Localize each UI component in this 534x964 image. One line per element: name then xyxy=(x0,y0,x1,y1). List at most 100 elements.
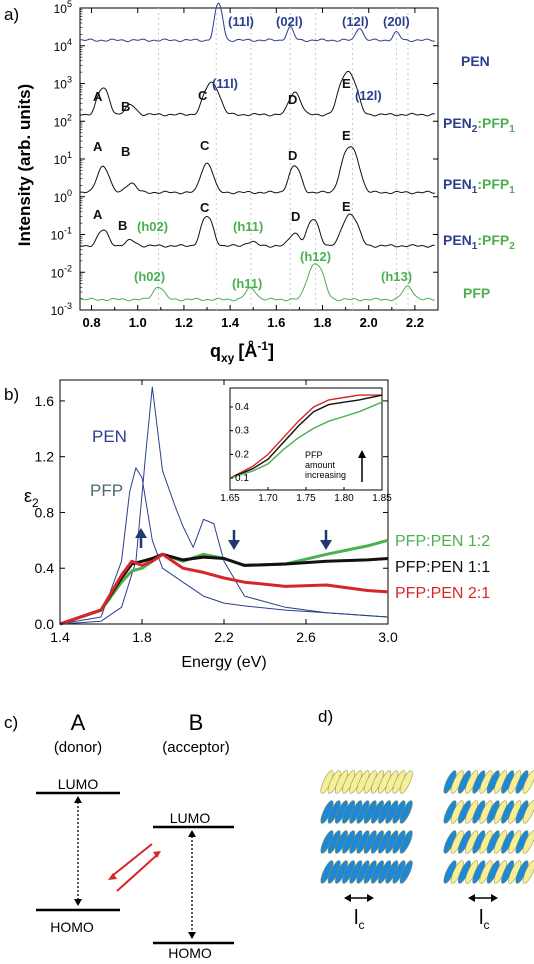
peak-label: (h12) xyxy=(300,249,331,264)
inset-y-tick: 0.4 xyxy=(235,402,249,413)
inset-x-tick: 1.70 xyxy=(258,493,278,504)
acceptor-homo-label: HOMO xyxy=(168,945,212,961)
y-tick-label: 0.8 xyxy=(35,504,55,520)
epsilon-curve xyxy=(59,467,389,625)
peak-label: A xyxy=(93,139,103,154)
peak-label: B xyxy=(121,144,130,159)
molecule xyxy=(522,860,534,884)
pfp-curve-label: PFP xyxy=(90,481,123,500)
inset-up-arrow xyxy=(358,450,366,482)
epsilon-curve xyxy=(59,386,389,625)
y-tick-label: 100 xyxy=(54,188,72,205)
peak-label: (h02) xyxy=(137,219,168,234)
molecule xyxy=(399,770,413,794)
xrd-curve xyxy=(79,263,435,302)
donor-lumo-label: LUMO xyxy=(58,776,99,792)
peak-label: (20l) xyxy=(383,14,410,29)
acceptor-subtitle: (acceptor) xyxy=(162,739,230,756)
acceptor-title: B xyxy=(189,710,204,735)
pen-peak-labels: (11l) (02l) (12l) (20l) xyxy=(228,14,410,29)
panel-b-ticks: 1.4 1.8 2.2 2.6 3.0 0.0 0.4 0.8 1.2 1.6 xyxy=(35,380,398,645)
inset-y-tick: 0.3 xyxy=(235,426,249,437)
panel-b-legend: PFP:PEN 1:2 PFP:PEN 1:1 PFP:PEN 2:1 xyxy=(395,533,490,602)
x-tick-label: 1.8 xyxy=(313,315,331,330)
peak-label: C xyxy=(200,200,210,215)
peak-label: C xyxy=(200,138,210,153)
panel-a-label: a) xyxy=(4,5,19,24)
panel-d-label: d) xyxy=(318,707,333,726)
y-tick-label: 1.2 xyxy=(35,449,55,465)
panel-d: d) lc lc xyxy=(318,707,534,932)
panel-a-xlabel: qxy [Å-1] xyxy=(210,339,274,365)
panel-a-curves xyxy=(79,2,435,302)
stack-left xyxy=(320,770,413,884)
donor-subtitle: (donor) xyxy=(54,739,102,756)
y-tick-label: 10-2 xyxy=(51,263,72,280)
y-tick-label: 0.4 xyxy=(35,560,55,576)
molecule xyxy=(399,800,413,824)
peak-label: (12l) xyxy=(342,14,369,29)
acceptor-lumo-label: LUMO xyxy=(170,810,211,826)
peak-label: (02l) xyxy=(276,14,303,29)
panel-b-curves xyxy=(59,386,389,626)
pen-curve-label: PEN xyxy=(92,427,127,446)
mixp-peak-labels: A B (h02) C (h11) D E xyxy=(93,199,351,234)
molecule xyxy=(522,830,534,854)
panel-b-label: b) xyxy=(4,385,19,404)
xlabel-end: ] xyxy=(268,341,274,361)
molecule xyxy=(522,800,534,824)
peak-label: (11l) xyxy=(212,76,238,91)
stack-right xyxy=(443,770,534,884)
lc-label: lc xyxy=(354,907,364,932)
panel-a-gridlines xyxy=(158,8,409,310)
panel-a-ticks: 0.8 1.0 1.2 1.4 1.6 1.8 2.0 2.2 105 104 103 102 101 1… xyxy=(51,0,438,330)
inset-annotation: PFP amount increasing xyxy=(305,450,346,480)
xlabel-unit: [Å xyxy=(238,341,257,361)
xlabel-q: q xyxy=(210,341,221,361)
inset-x-tick: 1.75 xyxy=(296,493,316,504)
x-tick-label: 1.2 xyxy=(175,315,193,330)
x-tick-label: 2.2 xyxy=(406,315,424,330)
peak-label: B xyxy=(121,99,130,114)
panel-b-ylabel: ε2 xyxy=(24,486,39,510)
peak-label: (h13) xyxy=(381,269,412,284)
x-tick-label: 2.6 xyxy=(296,629,316,645)
panel-c-label: c) xyxy=(4,713,18,732)
x-tick-label: 3.0 xyxy=(378,629,398,645)
peak-label: B xyxy=(118,218,127,233)
x-tick-label: 2.0 xyxy=(360,315,378,330)
peak-label: (h11) xyxy=(232,276,262,291)
y-tick-label: 104 xyxy=(54,37,72,54)
inset-curve xyxy=(229,401,383,479)
legend-entry: PFP:PEN 1:1 xyxy=(395,559,490,576)
peak-label: D xyxy=(288,148,297,163)
y-tick-label: 102 xyxy=(54,112,72,129)
epsilon-curve xyxy=(59,552,389,626)
molecule xyxy=(399,830,413,854)
y-tick-label: 10-3 xyxy=(51,301,72,318)
y-tick-label: 105 xyxy=(54,0,72,16)
x-tick-label: 2.2 xyxy=(214,629,234,645)
xlabel-sub: xy xyxy=(221,351,235,365)
peak-label: (12l) xyxy=(355,88,382,103)
inset: 1.65 1.70 1.75 1.80 1.85 0.1 0.2 0.3 0.4 PFP amo… xyxy=(220,387,392,504)
xrd-curve xyxy=(79,146,435,195)
down-arrow xyxy=(228,530,240,550)
panel-a: a) 0.8 1.0 1.2 1.4 1.6 1.8 2.0 2.2 105 104 103 102 1… xyxy=(4,0,515,365)
legend-entry: PFP:PEN 2:1 xyxy=(395,585,490,602)
inset-x-tick: 1.85 xyxy=(372,493,392,504)
x-tick-label: 1.8 xyxy=(132,629,152,645)
pfp-peak-labels: (h02) (h11) (h12) (h13) xyxy=(134,249,412,291)
x-tick-label: 1.4 xyxy=(221,315,240,330)
x-tick-label: 0.8 xyxy=(83,315,101,330)
donor-homo-label: HOMO xyxy=(50,919,94,935)
inset-x-tick: 1.80 xyxy=(334,493,354,504)
up-arrow xyxy=(135,528,147,548)
panel-b-arrows xyxy=(135,528,332,550)
panel-b-xlabel: Energy (eV) xyxy=(181,654,266,671)
lc-arrow-left: lc xyxy=(344,894,374,932)
x-tick-label: 1.6 xyxy=(267,315,285,330)
xlabel-exp: -1 xyxy=(257,339,268,353)
panel-c: c) A (donor) B (acceptor) LUMO HOMO LUMO… xyxy=(4,710,234,961)
xrd-curve xyxy=(79,2,435,43)
